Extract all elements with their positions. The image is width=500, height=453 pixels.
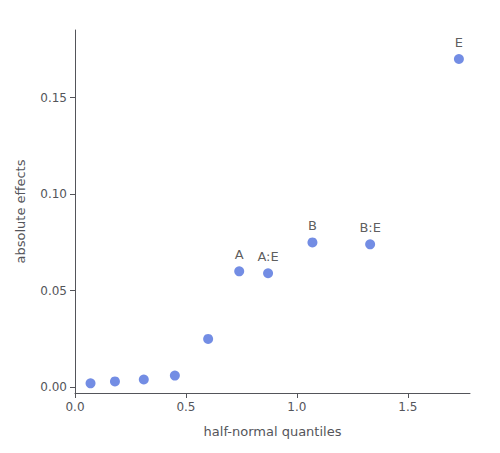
svg-text:half-normal quantiles: half-normal quantiles [204, 424, 342, 439]
svg-text:0.5: 0.5 [176, 400, 195, 414]
svg-text:1.5: 1.5 [398, 400, 417, 414]
svg-text:0.0: 0.0 [65, 400, 84, 414]
svg-text:0.10: 0.10 [40, 187, 67, 201]
svg-text:absolute effects: absolute effects [13, 159, 28, 263]
svg-text:E: E [455, 35, 463, 50]
svg-text:B: B [308, 218, 317, 233]
svg-text:A: A [235, 247, 244, 262]
svg-text:B:E: B:E [359, 220, 381, 235]
svg-text:0.05: 0.05 [40, 284, 67, 298]
svg-text:A:E: A:E [257, 249, 278, 264]
svg-text:1.0: 1.0 [287, 400, 306, 414]
svg-text:0.15: 0.15 [40, 91, 67, 105]
svg-text:0.00: 0.00 [40, 380, 67, 394]
